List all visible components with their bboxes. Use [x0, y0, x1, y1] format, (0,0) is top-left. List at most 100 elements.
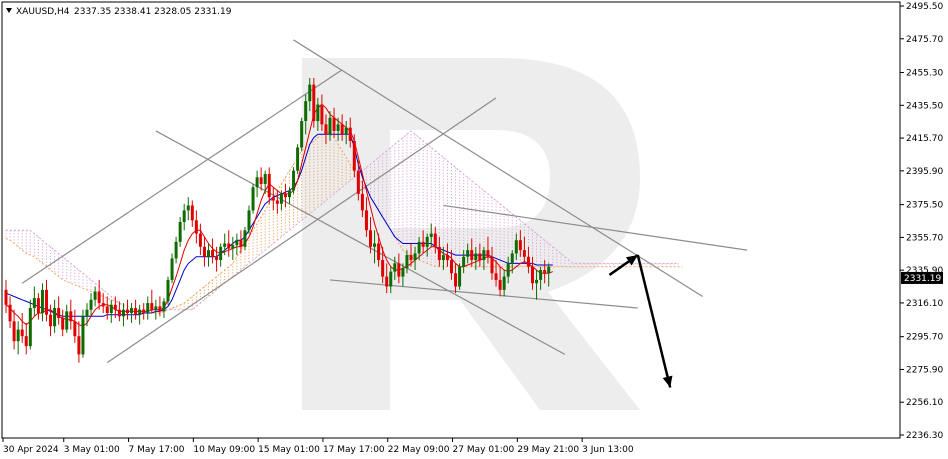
- candle: [4, 279, 8, 314]
- candle-body: [377, 243, 381, 261]
- candle-body: [32, 298, 36, 309]
- candle: [308, 77, 312, 112]
- candle-body: [535, 279, 539, 284]
- candle: [202, 236, 206, 267]
- candle-body: [494, 273, 498, 280]
- candle-body: [263, 173, 267, 184]
- x-tick-label: 30 Apr 2024: [3, 445, 59, 455]
- candle-body: [223, 243, 227, 247]
- candle-body: [190, 205, 194, 221]
- candle-body: [101, 303, 105, 307]
- candle-body: [336, 124, 340, 131]
- candle: [405, 250, 409, 274]
- candle: [198, 223, 202, 256]
- candle-body: [8, 304, 12, 322]
- candle-body: [20, 329, 24, 337]
- candle: [89, 293, 93, 317]
- candle-body: [113, 304, 117, 310]
- candle: [417, 236, 421, 261]
- candle: [409, 243, 413, 267]
- candle: [182, 203, 186, 231]
- candle: [227, 230, 231, 257]
- candle-body: [61, 317, 65, 330]
- y-tick-label: 2295.70: [906, 333, 943, 343]
- candle-body: [288, 190, 291, 198]
- candle: [518, 230, 522, 257]
- last-price-marker: 2331.19: [901, 271, 943, 284]
- candle: [433, 226, 437, 254]
- candle: [263, 170, 267, 194]
- ohlc-values: 2337.35 2338.41 2328.05 2331.19: [74, 7, 232, 17]
- candle-body: [300, 121, 304, 148]
- candle-body: [421, 241, 425, 247]
- candle-body: [12, 321, 16, 342]
- candle: [421, 230, 425, 254]
- candle: [429, 223, 433, 247]
- candle-body: [401, 268, 405, 277]
- candle: [267, 167, 271, 204]
- candle-body: [227, 243, 231, 249]
- candle: [12, 309, 16, 350]
- y-tick-label: 2435.50: [906, 101, 943, 111]
- candle: [482, 246, 486, 270]
- candle-body: [450, 260, 453, 274]
- candle-body: [283, 193, 287, 198]
- candle: [45, 279, 48, 322]
- down-leg-arrow-shaft: [636, 254, 672, 388]
- candle-body: [409, 255, 413, 261]
- candle-body: [304, 101, 308, 122]
- candle: [85, 303, 89, 327]
- candle: [352, 134, 356, 178]
- y-tick-label: 2475.70: [906, 35, 943, 45]
- candle: [24, 322, 28, 355]
- candle-body: [207, 250, 210, 257]
- price-axis[interactable]: 2495.50 2475.70 2455.30 2435.50 2415.70 2395.…: [900, 2, 943, 441]
- candle: [531, 256, 534, 290]
- candle-body: [478, 253, 482, 261]
- candle: [150, 289, 154, 314]
- time-axis[interactable]: 30 Apr 2024 3 May 01:00 7 May 17:00 10 May …: [2, 438, 634, 455]
- candle-body: [522, 250, 526, 257]
- candle-body: [312, 84, 316, 122]
- candle-body: [267, 173, 271, 198]
- candle-body: [142, 309, 146, 314]
- ichimoku-lines: [5, 103, 553, 327]
- candle: [186, 197, 190, 221]
- candle: [77, 321, 81, 363]
- y-tick-label: 2375.50: [906, 201, 943, 211]
- candle: [437, 236, 441, 267]
- candle-body: [429, 233, 433, 237]
- candle: [377, 233, 381, 267]
- candle-body: [174, 241, 178, 259]
- candle-body: [514, 240, 518, 254]
- candle-body: [271, 197, 275, 201]
- candle-body: [150, 303, 154, 310]
- candle: [247, 205, 251, 234]
- candle: [474, 246, 478, 270]
- candle: [142, 303, 146, 320]
- senkou-span-b-line: [6, 130, 679, 311]
- candle-body: [308, 84, 312, 102]
- candle-body: [16, 329, 20, 342]
- candle: [356, 160, 360, 201]
- candle-body: [57, 308, 61, 318]
- candle-body: [526, 256, 530, 267]
- candle: [32, 286, 36, 317]
- candle-body: [393, 263, 397, 272]
- kijun-sen-line: [5, 133, 553, 317]
- candle: [36, 293, 40, 320]
- y-tick-label: 2275.90: [906, 365, 943, 375]
- candle: [117, 301, 121, 322]
- last-price-label: 2331.19: [904, 274, 941, 284]
- candle-body: [462, 256, 466, 267]
- triangle-down-icon: [6, 8, 12, 13]
- candle-body: [360, 193, 364, 211]
- candle: [105, 296, 109, 320]
- candle-body: [259, 177, 263, 184]
- candle-body: [154, 306, 158, 310]
- candle-body: [251, 187, 255, 211]
- candle: [154, 299, 158, 320]
- candle-body: [134, 308, 138, 315]
- candle-body: [89, 299, 93, 310]
